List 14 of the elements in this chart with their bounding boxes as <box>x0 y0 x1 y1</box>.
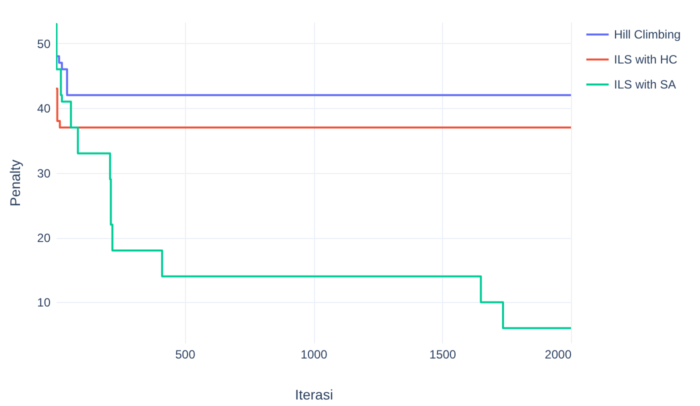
x-tick-label: 1000 <box>300 348 328 362</box>
x-tick-label: 500 <box>175 348 196 362</box>
y-tick-label: 30 <box>37 166 51 180</box>
y-tick-label: 50 <box>37 36 51 51</box>
x-tick-label: 1500 <box>429 348 456 362</box>
legend-label: Hill Climbing <box>614 28 681 42</box>
y-tick-label: 40 <box>37 102 51 116</box>
y-tick-label: 10 <box>37 296 51 310</box>
legend-label: ILS with SA <box>614 78 676 92</box>
y-tick-label: 20 <box>37 231 51 246</box>
x-axis-title: Iterasi <box>294 386 334 402</box>
y-axis-title: Penalty <box>7 160 24 206</box>
x-tick-label: 2000 <box>544 348 572 362</box>
legend-label: ILS with HC <box>614 52 678 66</box>
